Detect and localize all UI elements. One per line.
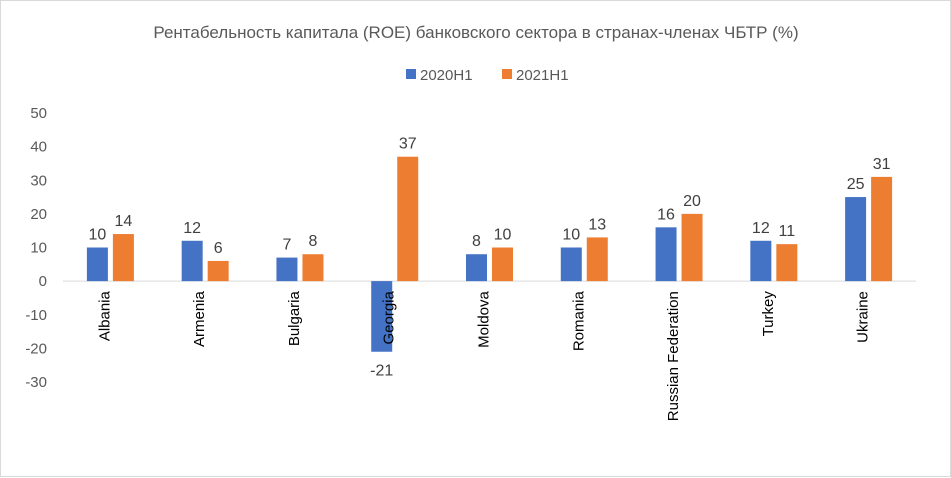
data-label-bulgaria-2021h1: 8 (308, 233, 317, 250)
bar-ukraine-2021h1 (871, 176, 893, 282)
y-axis: 50 40 30 20 10 0 -10 -20 -30 (25, 105, 47, 391)
y-tick-label: 40 (30, 139, 47, 156)
legend-label-2020h1: 2020H1 (420, 67, 473, 84)
legend-swatch-2020h1 (406, 69, 416, 79)
y-tick-label: 30 (30, 172, 47, 189)
category-label-armenia: Armenia (191, 290, 208, 347)
bar-georgia-2021h1 (397, 156, 419, 282)
bar-bulgaria-2021h1 (302, 254, 324, 282)
data-label-romania-2021h1: 13 (588, 216, 606, 233)
data-label-turkey-2021h1: 11 (779, 223, 796, 240)
data-label-turkey-2020h1: 12 (752, 220, 770, 237)
data-label-armenia-2020h1: 12 (183, 220, 201, 237)
y-tick-label: 10 (30, 240, 47, 257)
y-tick-label: 0 (39, 273, 47, 290)
bar-bulgaria-2020h1 (276, 257, 298, 282)
data-label-romania-2020h1: 10 (562, 227, 580, 244)
data-label-russian-federation-2021h1: 20 (683, 193, 701, 210)
y-tick-label: 50 (30, 105, 47, 122)
bar-moldova-2020h1 (466, 254, 487, 282)
bar-turkey-2021h1 (776, 244, 798, 282)
y-tick-label: -10 (25, 307, 47, 324)
bar-romania-2021h1 (586, 237, 608, 282)
category-label-turkey: Turkey (760, 291, 777, 337)
legend: 2020H1 2021H1 (406, 67, 569, 84)
data-label-albania-2021h1: 14 (114, 213, 132, 230)
category-label-ukraine: Ukraine (855, 291, 872, 343)
bar-romania-2020h1 (560, 247, 582, 282)
bar-turkey-2020h1 (750, 240, 772, 282)
bar-albania-2021h1 (112, 234, 134, 282)
data-label-georgia-2021h1: 37 (399, 136, 417, 153)
y-tick-label: -20 (25, 340, 47, 357)
category-labels: Albania Armenia Bulgaria Georgia Moldova Roma… (96, 290, 871, 421)
data-label-georgia-2020h1: -21 (370, 363, 393, 380)
data-label-moldova-2020h1: 8 (472, 233, 481, 250)
data-label-moldova-2021h1: 10 (494, 227, 512, 244)
bar-russian-federation-2020h1 (655, 227, 677, 282)
y-tick-label: 20 (30, 206, 47, 223)
category-label-bulgaria: Bulgaria (286, 290, 303, 346)
category-label-russian-federation: Russian Federation (665, 291, 682, 421)
data-label-albania-2020h1: 10 (88, 227, 106, 244)
bar-albania-2020h1 (86, 247, 108, 282)
data-label-russian-federation-2020h1: 16 (657, 206, 675, 223)
bars (86, 156, 893, 352)
legend-swatch-2021h1 (502, 69, 512, 79)
legend-label-2021h1: 2021H1 (516, 67, 569, 84)
bar-ukraine-2020h1 (845, 197, 867, 282)
data-label-ukraine-2021h1: 31 (873, 156, 891, 173)
category-label-georgia: Georgia (381, 290, 398, 344)
category-label-moldova: Moldova (476, 290, 493, 347)
bar-moldova-2021h1 (492, 247, 513, 282)
bar-georgia-2020h1 (371, 281, 393, 352)
category-label-albania: Albania (96, 290, 113, 341)
bar-russian-federation-2021h1 (681, 213, 703, 282)
bar-armenia-2020h1 (181, 240, 203, 282)
category-label-romania: Romania (570, 290, 587, 351)
data-label-ukraine-2020h1: 25 (847, 176, 865, 193)
bar-armenia-2021h1 (207, 260, 229, 282)
chart-title: Рентабельность капитала (ROE) банковског… (153, 23, 798, 42)
data-label-bulgaria-2020h1: 7 (282, 237, 291, 254)
y-tick-label: -30 (25, 374, 47, 391)
data-label-armenia-2021h1: 6 (214, 240, 223, 257)
